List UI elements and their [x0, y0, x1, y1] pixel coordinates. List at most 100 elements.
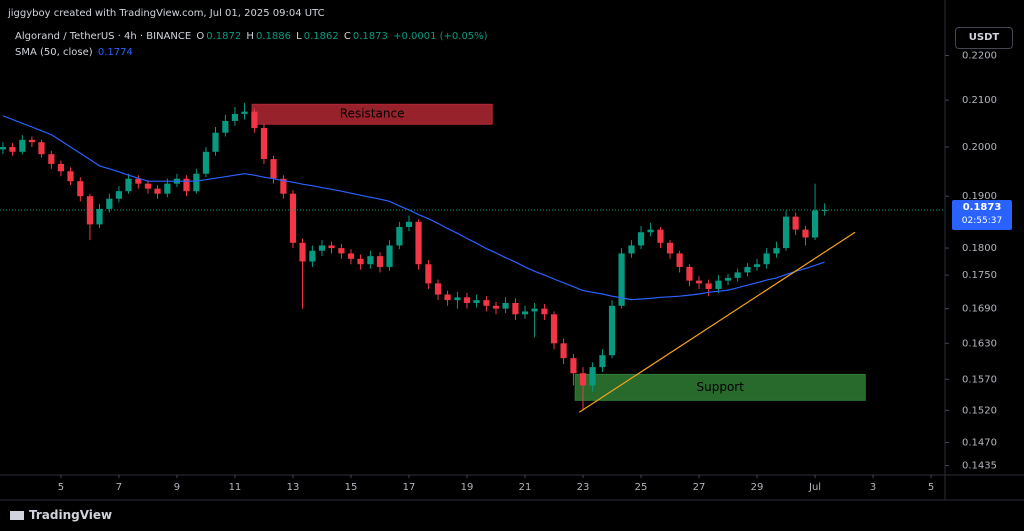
candle-body [705, 283, 712, 289]
candle-body [792, 216, 799, 230]
x-tick-label: 11 [229, 482, 242, 493]
x-tick-label: 17 [403, 482, 416, 493]
ohlc-value: 0.1886 [255, 31, 291, 42]
ohlc-letter: L [296, 31, 302, 42]
candle-body [144, 183, 152, 189]
candle-body [357, 258, 364, 265]
currency-button[interactable]: USDT [955, 27, 1013, 49]
candle-body [299, 242, 306, 262]
candle-body [454, 297, 461, 301]
candle-body [541, 308, 548, 315]
x-tick-label: 29 [751, 482, 764, 493]
x-tick-label: 27 [693, 482, 706, 493]
y-tick-label: 0.1520 [962, 405, 997, 416]
candle-body [154, 188, 161, 194]
x-tick-label: 13 [287, 482, 300, 493]
candle-body [763, 253, 770, 265]
candle-body [270, 159, 277, 179]
candle-body [115, 191, 123, 199]
x-tick-label: 23 [577, 482, 590, 493]
candle-body [550, 314, 558, 344]
ohlc-letter: C [343, 31, 351, 42]
candle-body [376, 256, 384, 267]
candle-body [57, 163, 65, 172]
y-tick-label: 0.1900 [962, 191, 997, 202]
symbol-title: Algorand / TetherUS · 4h · BINANCE [15, 31, 192, 42]
candle-body [821, 209, 828, 211]
candle-body [483, 300, 490, 306]
y-tick-label: 0.1750 [962, 270, 997, 281]
candle-body [125, 178, 132, 192]
brand-name: TradingView [29, 508, 113, 522]
x-tick-label: 3 [870, 482, 876, 493]
candle-body [599, 355, 606, 368]
last-price-label: 0.1873 02:55:37 [952, 200, 1012, 230]
candle-body [222, 120, 229, 133]
candle-body [744, 266, 751, 273]
candle-body [676, 253, 683, 267]
candle-body [338, 248, 345, 254]
trend-line [578, 231, 856, 413]
candle-body [164, 183, 171, 194]
candle-body [328, 245, 335, 249]
candle-body [135, 178, 142, 184]
candle-body [579, 373, 587, 386]
candle-body [96, 208, 103, 225]
y-tick-label: 0.2200 [962, 51, 997, 62]
candle-body [802, 229, 809, 238]
candle-body [773, 248, 780, 254]
x-tick-label: 7 [116, 482, 122, 493]
candle-body [782, 216, 790, 249]
ohlc-value: 0.1873 [352, 31, 388, 42]
x-tick-label: 21 [519, 482, 532, 493]
candle-body [19, 139, 26, 152]
x-tick-label: 19 [461, 482, 474, 493]
candle-body [318, 245, 326, 251]
countdown: 02:55:37 [961, 216, 1003, 226]
candle-body [77, 181, 84, 197]
candle-body [473, 300, 480, 303]
y-tick-label: 0.2100 [962, 95, 997, 106]
candle-body [734, 272, 741, 278]
candle-body [289, 193, 297, 243]
candle-body [647, 229, 654, 233]
candle-body [280, 178, 287, 194]
candle-body [666, 242, 674, 254]
candle-body [715, 280, 722, 289]
x-tick-label: 5 [58, 482, 64, 493]
zone-box [574, 373, 866, 401]
brand: TradingView [10, 508, 114, 522]
brand-logo [10, 511, 24, 520]
legend-row: Algorand / TetherUS · 4h · BINANCE O 0.18… [15, 31, 490, 42]
candle-body [415, 221, 422, 265]
candle-body [444, 294, 451, 301]
sma-value: 0.1774 [97, 47, 133, 58]
ohlc-letter: H [246, 31, 254, 42]
ohlc-letter: O [196, 31, 205, 42]
x-tick-label: 5 [928, 482, 934, 493]
y-tick-label: 0.1630 [962, 338, 997, 349]
candle-body [724, 277, 732, 281]
candle-body [396, 227, 403, 246]
candle-body [48, 154, 55, 164]
sma-name: SMA (50, close) [15, 47, 93, 58]
candle-body [492, 305, 500, 309]
change: +0.0001 (+0.05%) [393, 31, 488, 42]
candle-body [0, 146, 6, 150]
candle-body [106, 198, 113, 209]
candle-body [38, 142, 45, 155]
candle-body [753, 264, 761, 267]
ohlc-value: 0.1872 [206, 31, 242, 42]
candle-body [405, 221, 413, 228]
candle-body [686, 266, 693, 281]
candle-body [512, 302, 519, 315]
credit: jiggyboy created with TradingView.com, J… [8, 8, 325, 19]
candle-body [695, 280, 703, 284]
x-tick-label: 15 [345, 482, 358, 493]
candle-body [425, 264, 432, 284]
y-tick-label: 0.1570 [962, 374, 997, 385]
zone-label: Support [696, 380, 744, 394]
x-tick-label: 9 [174, 482, 180, 493]
candle-body [241, 111, 248, 114]
